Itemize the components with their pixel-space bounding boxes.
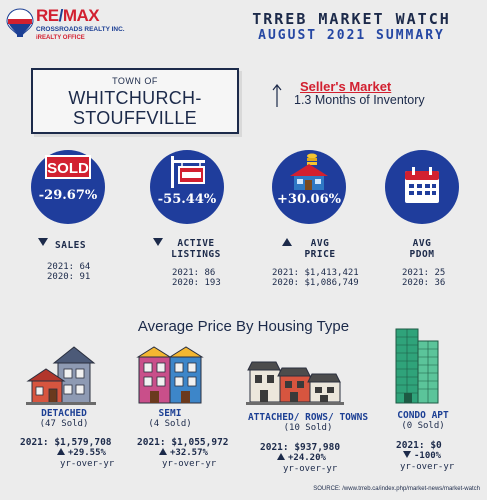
- semi-up-icon: [159, 448, 167, 455]
- condo-building-icon: [395, 328, 439, 404]
- town-box: TOWN OF WHITCHURCH- STOUFFVILLE: [31, 68, 239, 134]
- detached-sold: (47 Sold): [39, 419, 89, 429]
- avg-price-label-line2: PRICE: [304, 249, 336, 260]
- office-tagline: iREALTY OFFICE: [36, 35, 85, 41]
- attached-up-icon: [277, 453, 285, 460]
- semi-price: 2021: $1,055,972: [137, 437, 229, 448]
- active-listings-2020: 2020: 193: [172, 278, 221, 288]
- avg-pdom-2021: 2021: 25: [402, 268, 446, 278]
- sales-2020: 2020: 91: [47, 272, 91, 282]
- months-of-inventory: 1.3 Months of Inventory: [294, 93, 425, 107]
- active-listings-change: -55.44%: [157, 192, 217, 207]
- calendar-icon: [405, 167, 439, 203]
- attached-change: +24.20%: [277, 453, 326, 463]
- condo-down-icon: [403, 451, 411, 458]
- avg-price-circle: +30.06%: [272, 150, 346, 224]
- detached-change: +29.55%: [57, 448, 106, 458]
- semi-yoy: yr-over-yr: [162, 459, 217, 469]
- detached-up-icon: [57, 448, 65, 455]
- condo-change: -100%: [403, 451, 441, 461]
- avg-price-up-icon: [282, 238, 292, 246]
- semi-change-text: +32.57%: [170, 448, 208, 458]
- sales-change: -29.67%: [38, 188, 98, 203]
- detached-house-icon: [26, 346, 96, 405]
- detached-yoy: yr-over-yr: [60, 459, 115, 469]
- town-name-line2: STOUFFVILLE: [72, 108, 197, 128]
- house-coins-icon: [290, 153, 328, 190]
- sales-down-icon: [38, 238, 48, 246]
- condo-type: CONDO APT: [397, 410, 449, 421]
- page-title: TRREB MARKET WATCH: [252, 10, 451, 28]
- page-subtitle: AUGUST 2021 SUMMARY: [258, 28, 445, 43]
- market-type: Seller's Market: [300, 79, 392, 94]
- condo-price: 2021: $0: [396, 440, 442, 451]
- office-name: CROSSROADS REALTY INC.: [36, 26, 125, 33]
- town-name-line1: WHITCHURCH-: [68, 88, 202, 108]
- for-sale-sign-icon: [171, 156, 205, 188]
- condo-sold: (0 Sold): [401, 421, 445, 431]
- townhouse-row-icon: [246, 361, 344, 405]
- housing-type-heading: Average Price By Housing Type: [137, 318, 350, 335]
- arrow-up-icon: [272, 84, 282, 107]
- avg-pdom-label: AVG PDOM: [392, 238, 452, 260]
- active-listings-2021: 2021: 86: [172, 268, 216, 278]
- semi-house-icon: [136, 346, 204, 404]
- avg-pdom-2020: 2020: 36: [402, 278, 446, 288]
- detached-type: DETACHED: [41, 408, 87, 419]
- attached-type: ATTACHED/ ROWS/ TOWNS: [247, 412, 369, 423]
- condo-yoy: yr-over-yr: [400, 462, 455, 472]
- sales-circle: SOLD -29.67%: [31, 150, 105, 224]
- avg-pdom-circle: [385, 150, 459, 224]
- attached-yoy: yr-over-yr: [283, 464, 338, 474]
- sold-sign-icon: SOLD: [45, 155, 91, 179]
- attached-price: 2021: $937,980: [260, 442, 341, 453]
- active-listings-circle: -55.44%: [150, 150, 224, 224]
- town-prefix: TOWN OF: [112, 76, 158, 86]
- brand-name: RE/MAX: [36, 6, 100, 25]
- svg-text:SOLD: SOLD: [47, 160, 89, 177]
- detached-price: 2021: $1,579,708: [20, 437, 112, 448]
- sales-label: SALES: [55, 240, 87, 251]
- remax-logo: RE/MAX CROSSROADS REALTY INC. iREALTY OF…: [6, 6, 125, 54]
- attached-sold: (10 Sold): [283, 423, 333, 433]
- avg-price-label: AVG PRICE: [290, 238, 350, 260]
- avg-pdom-label-line2: PDOM: [409, 249, 435, 260]
- avg-pdom-label-line1: AVG: [412, 238, 432, 249]
- active-listings-label-line2: LISTINGS: [171, 249, 221, 260]
- semi-change: +32.57%: [159, 448, 208, 458]
- town-name: WHITCHURCH- STOUFFVILLE: [33, 88, 237, 128]
- attached-change-text: +24.20%: [288, 453, 326, 463]
- semi-type: SEMI: [158, 408, 182, 419]
- avg-price-2021: 2021: $1,413,421: [272, 268, 359, 278]
- avg-price-label-line1: AVG: [310, 238, 330, 249]
- detached-change-text: +29.55%: [68, 448, 106, 458]
- source-citation: SOURCE: /www.trreb.ca/index.php/market-n…: [313, 486, 480, 492]
- sales-2021: 2021: 64: [47, 262, 91, 272]
- balloon-icon: [6, 8, 34, 37]
- condo-change-text: -100%: [414, 451, 442, 461]
- active-listings-down-icon: [153, 238, 163, 246]
- avg-price-change: +30.06%: [277, 192, 341, 207]
- avg-price-2020: 2020: $1,086,749: [272, 278, 359, 288]
- active-listings-label: ACTIVE LISTINGS: [166, 238, 226, 260]
- active-listings-label-line1: ACTIVE: [177, 238, 215, 249]
- semi-sold: (4 Sold): [148, 419, 192, 429]
